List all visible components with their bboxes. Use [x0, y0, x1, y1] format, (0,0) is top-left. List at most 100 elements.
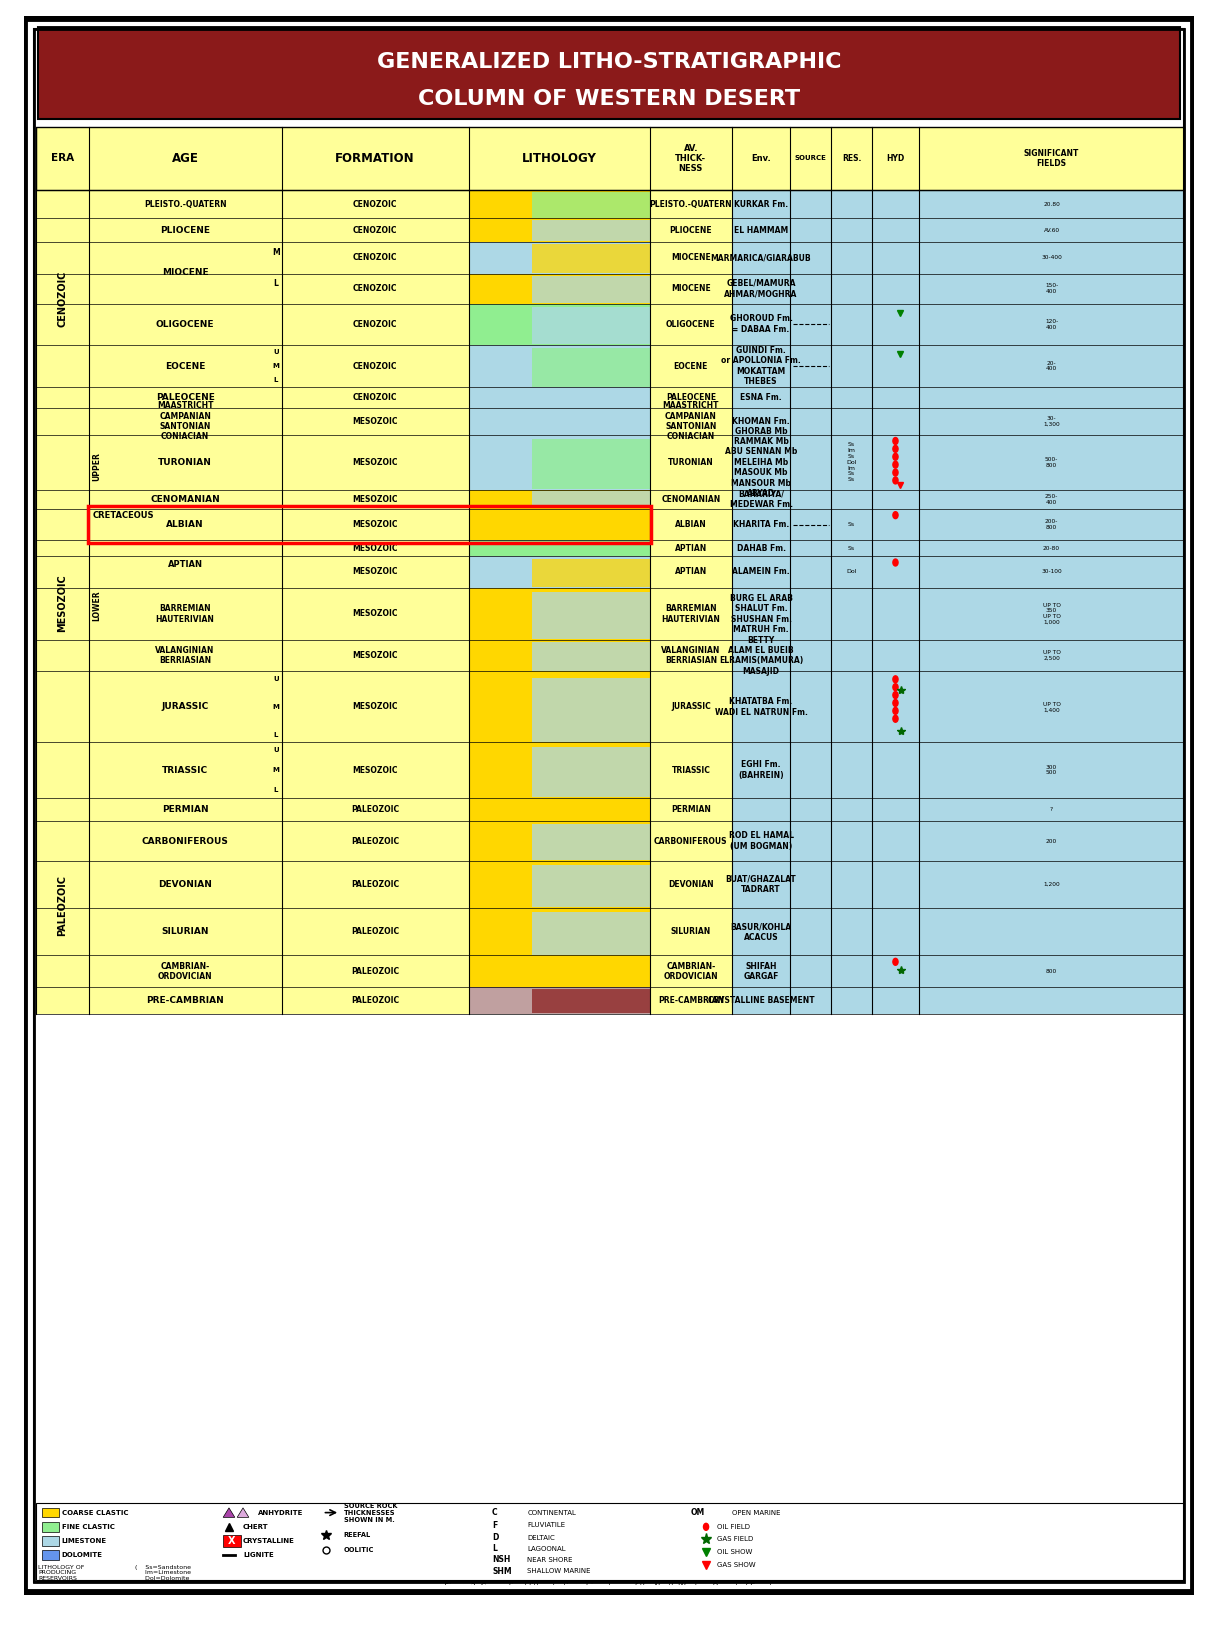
- Text: NEAR SHORE: NEAR SHORE: [527, 1557, 572, 1563]
- Text: CRYSTALLINE: CRYSTALLINE: [244, 1539, 295, 1544]
- Text: Figure 2: Generalized litho-stratigraphic column of the North Western Desert of : Figure 2: Generalized litho-stratigraphi…: [443, 1583, 775, 1591]
- Text: 500-
800: 500- 800: [1045, 457, 1058, 467]
- Text: BARREMIAN
HAUTERIVIAN: BARREMIAN HAUTERIVIAN: [661, 603, 720, 623]
- Text: Ss
Im
Ss
Dol
Im
Ss
Ss: Ss Im Ss Dol Im Ss Ss: [847, 442, 857, 482]
- Text: LIGNITE: LIGNITE: [244, 1552, 274, 1559]
- Circle shape: [893, 684, 898, 690]
- Text: PLIOCENE: PLIOCENE: [670, 225, 713, 235]
- Circle shape: [893, 676, 898, 682]
- Bar: [37, 127, 1184, 191]
- Circle shape: [893, 707, 898, 715]
- Text: 20-
400: 20- 400: [1046, 360, 1057, 372]
- Text: 120-
400: 120- 400: [1045, 319, 1058, 329]
- Text: RES.: RES.: [842, 155, 861, 163]
- Text: OIL SHOW: OIL SHOW: [716, 1549, 752, 1555]
- Text: CENOMANIAN: CENOMANIAN: [661, 495, 721, 503]
- Text: OIL FIELD: OIL FIELD: [716, 1524, 749, 1531]
- Text: PRE-CAMBRIAN: PRE-CAMBRIAN: [658, 996, 723, 1004]
- Circle shape: [893, 511, 898, 518]
- Bar: [469, 304, 650, 345]
- Bar: [532, 439, 650, 490]
- Circle shape: [893, 469, 898, 477]
- Text: GAS FIELD: GAS FIELD: [716, 1537, 753, 1542]
- Circle shape: [704, 1524, 709, 1531]
- Bar: [532, 592, 650, 640]
- Text: BETTY
ALAM EL BUEIB
ELRAMIS(MAMURA)
MASAJID: BETTY ALAM EL BUEIB ELRAMIS(MAMURA) MASA…: [719, 636, 803, 676]
- Text: FLUVIATILE: FLUVIATILE: [527, 1522, 565, 1529]
- Text: ROD EL HAMAL
(UM BOGMAN): ROD EL HAMAL (UM BOGMAN): [728, 832, 793, 852]
- Text: EOCENE: EOCENE: [674, 362, 708, 370]
- Bar: [469, 556, 650, 589]
- Text: Dol: Dol: [847, 569, 857, 574]
- Text: C: C: [492, 1508, 498, 1517]
- Text: DEVONIAN: DEVONIAN: [158, 880, 212, 889]
- Text: BURG EL ARAB
SHALUT Fm.
SHUSHAN Fm.
MATRUH Fm.: BURG EL ARAB SHALUT Fm. SHUSHAN Fm. MATR…: [730, 593, 793, 635]
- Text: MESOZOIC: MESOZOIC: [352, 766, 398, 774]
- Text: PALEOZOIC: PALEOZOIC: [351, 880, 400, 889]
- Text: Env.: Env.: [752, 155, 771, 163]
- Bar: [469, 388, 650, 408]
- Text: SHM: SHM: [492, 1567, 512, 1575]
- Bar: [532, 643, 650, 671]
- Text: GHOROUD Fm.
= DABAA Fm.: GHOROUD Fm. = DABAA Fm.: [730, 314, 793, 334]
- Bar: [41, 1508, 60, 1517]
- Text: Ss: Ss: [848, 523, 855, 528]
- Text: APTIAN: APTIAN: [675, 567, 706, 577]
- Text: SIGNIFICANT
FIELDS: SIGNIFICANT FIELDS: [1024, 148, 1079, 168]
- Text: TRIASSIC: TRIASSIC: [162, 766, 208, 774]
- Text: M: M: [273, 704, 279, 710]
- Text: EOCENE: EOCENE: [164, 362, 206, 370]
- Text: U: U: [273, 350, 279, 355]
- Bar: [469, 510, 650, 541]
- Text: EGHI Fm.
(BAHREIN): EGHI Fm. (BAHREIN): [738, 760, 784, 779]
- Bar: [469, 743, 650, 797]
- Bar: [532, 220, 650, 242]
- Text: OPEN MARINE: OPEN MARINE: [732, 1509, 781, 1516]
- Circle shape: [893, 454, 898, 460]
- Bar: [532, 492, 650, 508]
- Text: CARBONIFEROUS: CARBONIFEROUS: [654, 837, 727, 845]
- Text: MIOCENE: MIOCENE: [162, 268, 208, 278]
- Text: VALANGINIAN
BERRIASIAN: VALANGINIAN BERRIASIAN: [156, 646, 214, 666]
- Circle shape: [893, 559, 898, 566]
- Text: BASUR/KOHLA
ACACUS: BASUR/KOHLA ACACUS: [731, 922, 792, 942]
- Text: 20.80: 20.80: [1043, 202, 1060, 207]
- Text: OM: OM: [691, 1508, 705, 1517]
- Text: CENOZOIC: CENOZOIC: [353, 393, 397, 403]
- Text: BUAT/GHAZALAT
TADRART: BUAT/GHAZALAT TADRART: [726, 875, 797, 894]
- Bar: [469, 345, 650, 388]
- Text: MESOZOIC: MESOZOIC: [352, 567, 398, 577]
- Text: FINE CLASTIC: FINE CLASTIC: [62, 1524, 114, 1531]
- Bar: [469, 219, 650, 242]
- Text: BARREMIAN
HAUTERIVIAN: BARREMIAN HAUTERIVIAN: [156, 603, 214, 623]
- Text: OLIGOCENE: OLIGOCENE: [666, 319, 716, 329]
- Text: D: D: [492, 1534, 498, 1542]
- Text: KHOMAN Fm.: KHOMAN Fm.: [732, 418, 789, 426]
- Text: CAMBRIAN-
ORDOVICIAN: CAMBRIAN- ORDOVICIAN: [158, 962, 212, 981]
- Text: MESOZOIC: MESOZOIC: [352, 495, 398, 503]
- Text: 150-
400: 150- 400: [1045, 283, 1058, 294]
- Text: CONTINENTAL: CONTINENTAL: [527, 1509, 576, 1516]
- Text: SHALLOW MARINE: SHALLOW MARINE: [527, 1568, 591, 1573]
- Bar: [532, 677, 650, 741]
- Text: CAMBRIAN-
ORDOVICIAN: CAMBRIAN- ORDOVICIAN: [664, 962, 719, 981]
- Text: ALBIAN: ALBIAN: [167, 520, 203, 529]
- Text: LITHOLOGY: LITHOLOGY: [521, 151, 597, 164]
- Text: PALEOCENE: PALEOCENE: [666, 393, 716, 403]
- Bar: [39, 28, 1179, 118]
- Text: U: U: [273, 676, 279, 682]
- Text: SHIFAH
GARGAF: SHIFAH GARGAF: [743, 962, 778, 981]
- Text: CENOZOIC: CENOZOIC: [353, 284, 397, 293]
- Text: MAASTRICHT
CAMPANIAN
SANTONIAN
CONIACIAN: MAASTRICHT CAMPANIAN SANTONIAN CONIACIAN: [663, 401, 719, 441]
- Text: M: M: [273, 363, 279, 368]
- Text: MESOZOIC: MESOZOIC: [352, 651, 398, 661]
- Text: ANHYDRITE: ANHYDRITE: [258, 1509, 303, 1516]
- Text: KHATATBA Fm.
WADI EL NATRUN Fm.: KHATATBA Fm. WADI EL NATRUN Fm.: [715, 697, 808, 717]
- Text: NSH: NSH: [492, 1555, 510, 1565]
- Text: AV.
THICK-
NESS: AV. THICK- NESS: [675, 143, 706, 173]
- Text: 30-
1,300: 30- 1,300: [1043, 416, 1060, 427]
- Text: MIOCENE: MIOCENE: [671, 284, 711, 293]
- Text: BAHARIYA/
MEDEWAR Fm.: BAHARIYA/ MEDEWAR Fm.: [730, 490, 793, 510]
- Text: CRETACEOUS: CRETACEOUS: [93, 511, 153, 521]
- Bar: [469, 434, 650, 490]
